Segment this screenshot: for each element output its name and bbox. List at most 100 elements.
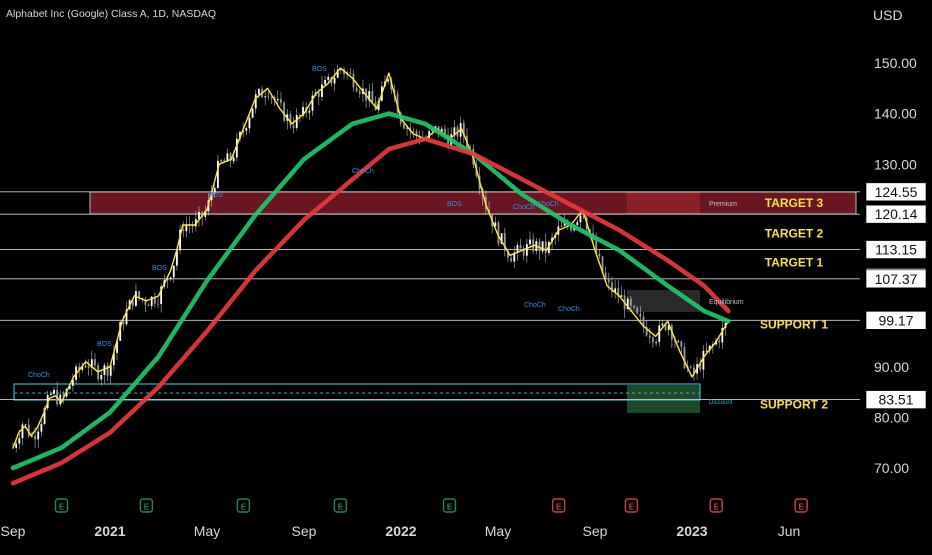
earnings-marker-letter: E	[144, 503, 150, 512]
y-tick-label: 130.00	[874, 156, 917, 172]
candle-body	[264, 96, 266, 97]
candle-body	[412, 131, 414, 132]
candle-body	[296, 115, 298, 128]
candle-body	[25, 424, 27, 425]
candle-body	[580, 215, 582, 222]
level-price-label: 107.37	[875, 271, 918, 287]
candle-body	[621, 295, 623, 296]
candle-body	[220, 161, 222, 162]
bos-label-3: BOS	[152, 265, 167, 272]
candle-body	[636, 308, 638, 314]
x-axis: Sep 2021 May Sep 2022 May Sep 2023 Jun	[1, 523, 801, 539]
choch-label-2: ChoCh	[352, 168, 374, 175]
candle-body	[639, 313, 641, 316]
y-tick-label: 140.00	[874, 106, 917, 122]
candle-body	[245, 128, 247, 131]
earnings-marker-letter: E	[241, 503, 247, 512]
candle-body	[252, 108, 254, 117]
candle-body	[542, 241, 544, 251]
candle-body	[453, 127, 455, 134]
choch-label-4: ChoCh	[537, 201, 559, 208]
x-tick-label: 2023	[676, 523, 707, 539]
candle-body	[293, 126, 295, 128]
level-price-label: 124.55	[875, 184, 918, 200]
candle-body	[690, 366, 692, 367]
symbol-title: Alphabet Inc (Google) Class A, 1D, NASDA…	[6, 8, 216, 20]
x-tick-label: 2021	[94, 523, 125, 539]
currency-label: USD	[873, 7, 903, 23]
candle-body	[318, 92, 320, 97]
y-tick-label: 80.00	[874, 409, 909, 425]
candle-body	[249, 118, 251, 129]
candle-body	[104, 365, 106, 375]
x-tick-label: Sep	[1, 523, 26, 539]
candle-body	[22, 425, 24, 439]
bos-label-1: BOS	[312, 66, 327, 73]
candle-body	[327, 77, 329, 80]
candle-body	[255, 94, 257, 108]
candle-body	[526, 244, 528, 255]
x-tick-label: Jun	[778, 523, 801, 539]
discount-zone-label: Discount	[709, 400, 733, 406]
earnings-marker-letter: E	[59, 503, 65, 512]
candle-body	[706, 351, 708, 352]
candle-body	[662, 324, 664, 326]
y-tick-label: 90.00	[874, 359, 909, 375]
earnings-marker-letter: E	[629, 503, 635, 512]
candle-body	[157, 304, 159, 305]
candle-body	[233, 157, 235, 161]
candle-body	[576, 222, 578, 225]
candle-body	[633, 306, 635, 308]
bos-label-4: BOS	[97, 341, 112, 348]
choch-label-3: ChoCh	[513, 204, 535, 211]
x-tick-label: May	[194, 523, 220, 539]
candle-body	[598, 254, 600, 257]
premium-zone-label: Premium	[709, 201, 737, 208]
choch-label-5: ChoCh	[524, 302, 546, 309]
candle-body	[192, 226, 194, 227]
candle-body	[403, 124, 405, 129]
y-tick-label: 150.00	[874, 55, 917, 71]
candle-body	[677, 341, 679, 342]
candle-body	[359, 91, 361, 94]
x-tick-label: Sep	[292, 523, 317, 539]
candle-body	[290, 114, 292, 125]
level-price-label: 99.17	[878, 312, 913, 328]
candle-body	[88, 366, 90, 368]
candle-body	[15, 444, 17, 448]
candle-body	[94, 359, 96, 365]
candle-body	[277, 99, 279, 100]
candle-body	[40, 424, 42, 432]
candle-body	[267, 96, 269, 97]
candle-body	[173, 266, 175, 278]
choch-label-1: ChoCh	[28, 372, 50, 379]
earnings-marker-letter: E	[447, 503, 453, 512]
candle-body	[100, 375, 102, 379]
level-price-label: 120.14	[875, 206, 918, 222]
annotation-2: TARGET 1	[765, 255, 824, 269]
y-tick-label: 70.00	[874, 460, 909, 476]
premium-zone-highlight	[627, 192, 700, 214]
bos-label-5: BOS	[447, 201, 462, 208]
candle-body	[18, 438, 20, 444]
candle-body	[561, 226, 563, 227]
discount-zone	[627, 385, 700, 413]
level-price-label: 83.51	[878, 392, 913, 408]
level-price-label: 113.15	[875, 242, 917, 258]
candle-body	[148, 305, 150, 306]
candle-body	[630, 299, 632, 306]
earnings-marker-letter: E	[338, 503, 344, 512]
choch-label-6: ChoCh	[558, 306, 580, 313]
candle-body	[655, 342, 657, 343]
candle-body	[53, 390, 55, 394]
candle-body	[545, 241, 547, 253]
candle-body	[510, 258, 512, 262]
candle-body	[85, 366, 87, 367]
candle-body	[122, 322, 124, 324]
candle-body	[34, 436, 36, 439]
x-tick-label: May	[485, 523, 511, 539]
candle-body	[50, 394, 52, 395]
candle-body	[529, 239, 531, 244]
